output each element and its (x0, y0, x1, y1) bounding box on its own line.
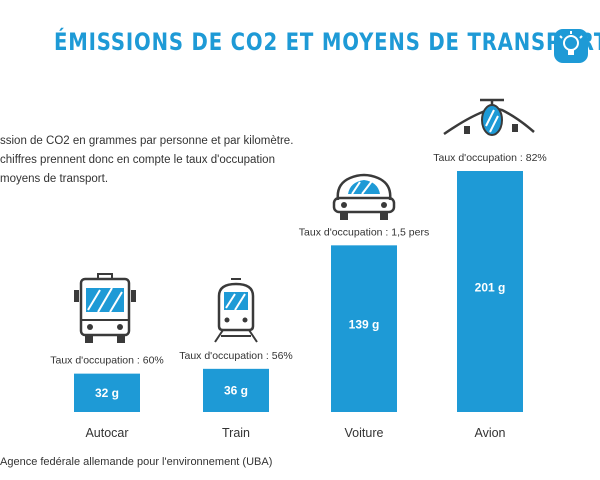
category-label: Avion (474, 426, 505, 440)
description-line: ssion de CO2 en grammes par personne et … (0, 135, 294, 147)
category-label: Train (222, 426, 250, 440)
description-line: moyens de transport. (0, 173, 109, 185)
bar-train (203, 368, 269, 412)
occupancy-label: Taux d'occupation : 82% (433, 152, 547, 164)
occupancy-label: Taux d'occupation : 60% (50, 355, 164, 367)
lightbulb-logo-icon (554, 29, 588, 63)
occupancy-label: Taux d'occupation : 56% (179, 350, 293, 362)
bus-icon (74, 273, 136, 343)
category-label: Autocar (85, 426, 128, 440)
bar-value-label: 36 g (224, 383, 248, 397)
airplane-icon (443, 98, 535, 136)
category-label: Voiture (345, 426, 384, 440)
bar-avion (457, 171, 523, 412)
bar-value-label: 201 g (475, 281, 506, 295)
bar-autocar (74, 373, 140, 412)
description-line: chiffres prennent donc en compte le taux… (0, 154, 275, 166)
chart-description: ssion de CO2 en grammes par personne et … (0, 132, 340, 189)
occupancy-label: Taux d'occupation : 1,5 pers (299, 226, 429, 238)
source-note: Agence fedérale allemande pour l'environ… (0, 456, 273, 468)
car-icon (332, 173, 396, 220)
train-icon (214, 278, 258, 343)
bar-value-label: 32 g (95, 386, 119, 400)
page-title: ÉMISSIONS DE CO2 ET MOYENS DE TRANSPORT (54, 28, 600, 56)
bar-value-label: 139 g (349, 318, 380, 332)
bar-voiture (331, 245, 397, 412)
